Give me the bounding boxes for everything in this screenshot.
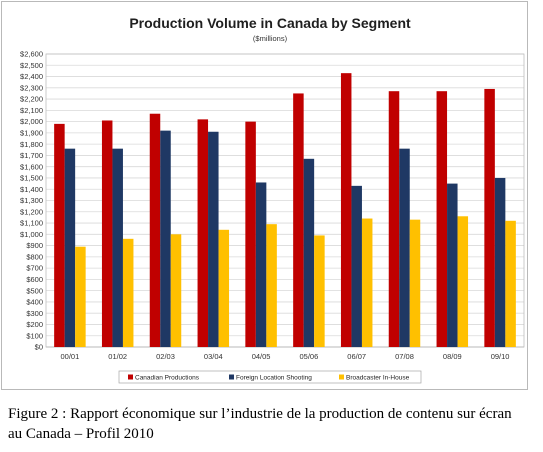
bar-canadian-productions [101,120,113,347]
figure-caption: Figure 2 : Rapport économique sur l’indu… [8,406,512,442]
x-tick-label: 04/05 [252,352,271,361]
y-tick-label: $1,300 [20,196,43,205]
y-tick-label: $1,100 [20,219,43,228]
bar-foreign-location-shooting [64,148,76,347]
y-tick-label: $1,900 [20,128,43,137]
x-tick-label: 02/03 [156,352,175,361]
legend-label: Canadian Productions [135,375,200,382]
y-tick-label: $2,100 [20,106,43,115]
y-tick-label: $800 [26,252,43,261]
bar-foreign-location-shooting [447,183,458,347]
bar-broadcaster-in-house [457,216,469,347]
x-tick-label: 09/10 [491,352,510,361]
legend-swatch [128,374,133,380]
legend-box [118,370,422,384]
bar-canadian-productions [388,91,400,347]
bar-broadcaster-in-house [266,224,277,347]
bar-broadcaster-in-house [170,234,182,347]
y-tick-label: $100 [26,331,43,340]
y-tick-label: $2,300 [20,83,43,92]
y-tick-label: $1,600 [20,162,43,171]
bar-foreign-location-shooting [208,131,219,347]
legend: Canadian Productions Foreign Location Sho… [118,370,422,384]
y-tick-label: $1,700 [20,151,43,160]
x-tick-label: 06/07 [347,352,366,361]
x-axis-ticks: 00/01 01/02 02/03 03/04 04/05 05/06 06/07 07/08… [61,352,510,361]
bar-broadcaster-in-house [409,219,421,347]
bar-canadian-productions [149,113,161,347]
y-tick-label: $600 [26,275,43,284]
bar-canadian-productions [484,88,495,347]
bar-foreign-location-shooting [399,148,410,347]
bar-broadcaster-in-house [314,235,325,347]
bar-foreign-location-shooting [160,130,171,347]
y-axis-ticks: $0 $100 $200 $300 $400 $500 $600 $700 $800 $900 $1… [20,50,43,352]
chart-subtitle: ($millions) [253,34,288,43]
bar-canadian-productions [245,121,256,347]
y-tick-label: $1,800 [20,140,43,149]
bar-canadian-productions [340,73,352,348]
y-tick-label: $1,000 [20,230,43,239]
x-tick-label: 07/08 [395,352,414,361]
bar-canadian-productions [54,123,65,347]
bar-broadcaster-in-house [505,220,516,347]
bar-foreign-location-shooting [255,182,267,347]
y-tick-label: $300 [26,309,43,318]
y-tick-label: $2,600 [20,50,43,59]
y-tick-label: $2,000 [20,117,43,126]
bar-chart: Production Volume in Canada by Segment (… [20,15,525,384]
y-tick-label: $2,400 [20,72,43,81]
x-tick-label: 05/06 [300,352,319,361]
plot-area-border [45,53,525,348]
bar-broadcaster-in-house [218,229,230,347]
bar-foreign-location-shooting [494,177,506,347]
legend-swatch [229,374,234,380]
legend-label: Broadcaster In-House [346,375,410,382]
y-tick-label: $400 [26,298,43,307]
bar-canadian-productions [293,93,304,347]
y-tick-label: $700 [26,264,43,273]
x-tick-label: 08/09 [443,352,462,361]
bar-canadian-productions [197,119,209,347]
bar-foreign-location-shooting [351,185,362,347]
bar-broadcaster-in-house [75,246,86,347]
chart-frame: Production Volume in Canada by Segment (… [1,1,528,390]
bar-foreign-location-shooting [112,148,123,347]
bar-broadcaster-in-house [361,218,373,347]
y-tick-label: $900 [26,241,43,250]
bar-broadcaster-in-house [122,238,134,347]
bar-foreign-location-shooting [303,158,315,347]
bars [54,73,516,348]
legend-label: Foreign Location Shooting [236,375,312,382]
legend-swatch [339,374,344,380]
x-tick-label: 00/01 [61,352,80,361]
y-tick-label: $1,400 [20,185,43,194]
y-tick-label: $2,500 [20,61,43,70]
x-tick-label: 01/02 [108,352,127,361]
y-tick-label: $1,200 [20,207,43,216]
chart-title: Production Volume in Canada by Segment [129,15,411,31]
x-tick-label: 03/04 [204,352,223,361]
y-tick-label: $200 [26,320,43,329]
y-tick-label: $2,200 [20,95,43,104]
y-tick-label: $1,500 [20,174,43,183]
bar-canadian-productions [436,91,448,347]
y-tick-label: $0 [35,343,43,352]
y-tick-label: $500 [26,286,43,295]
